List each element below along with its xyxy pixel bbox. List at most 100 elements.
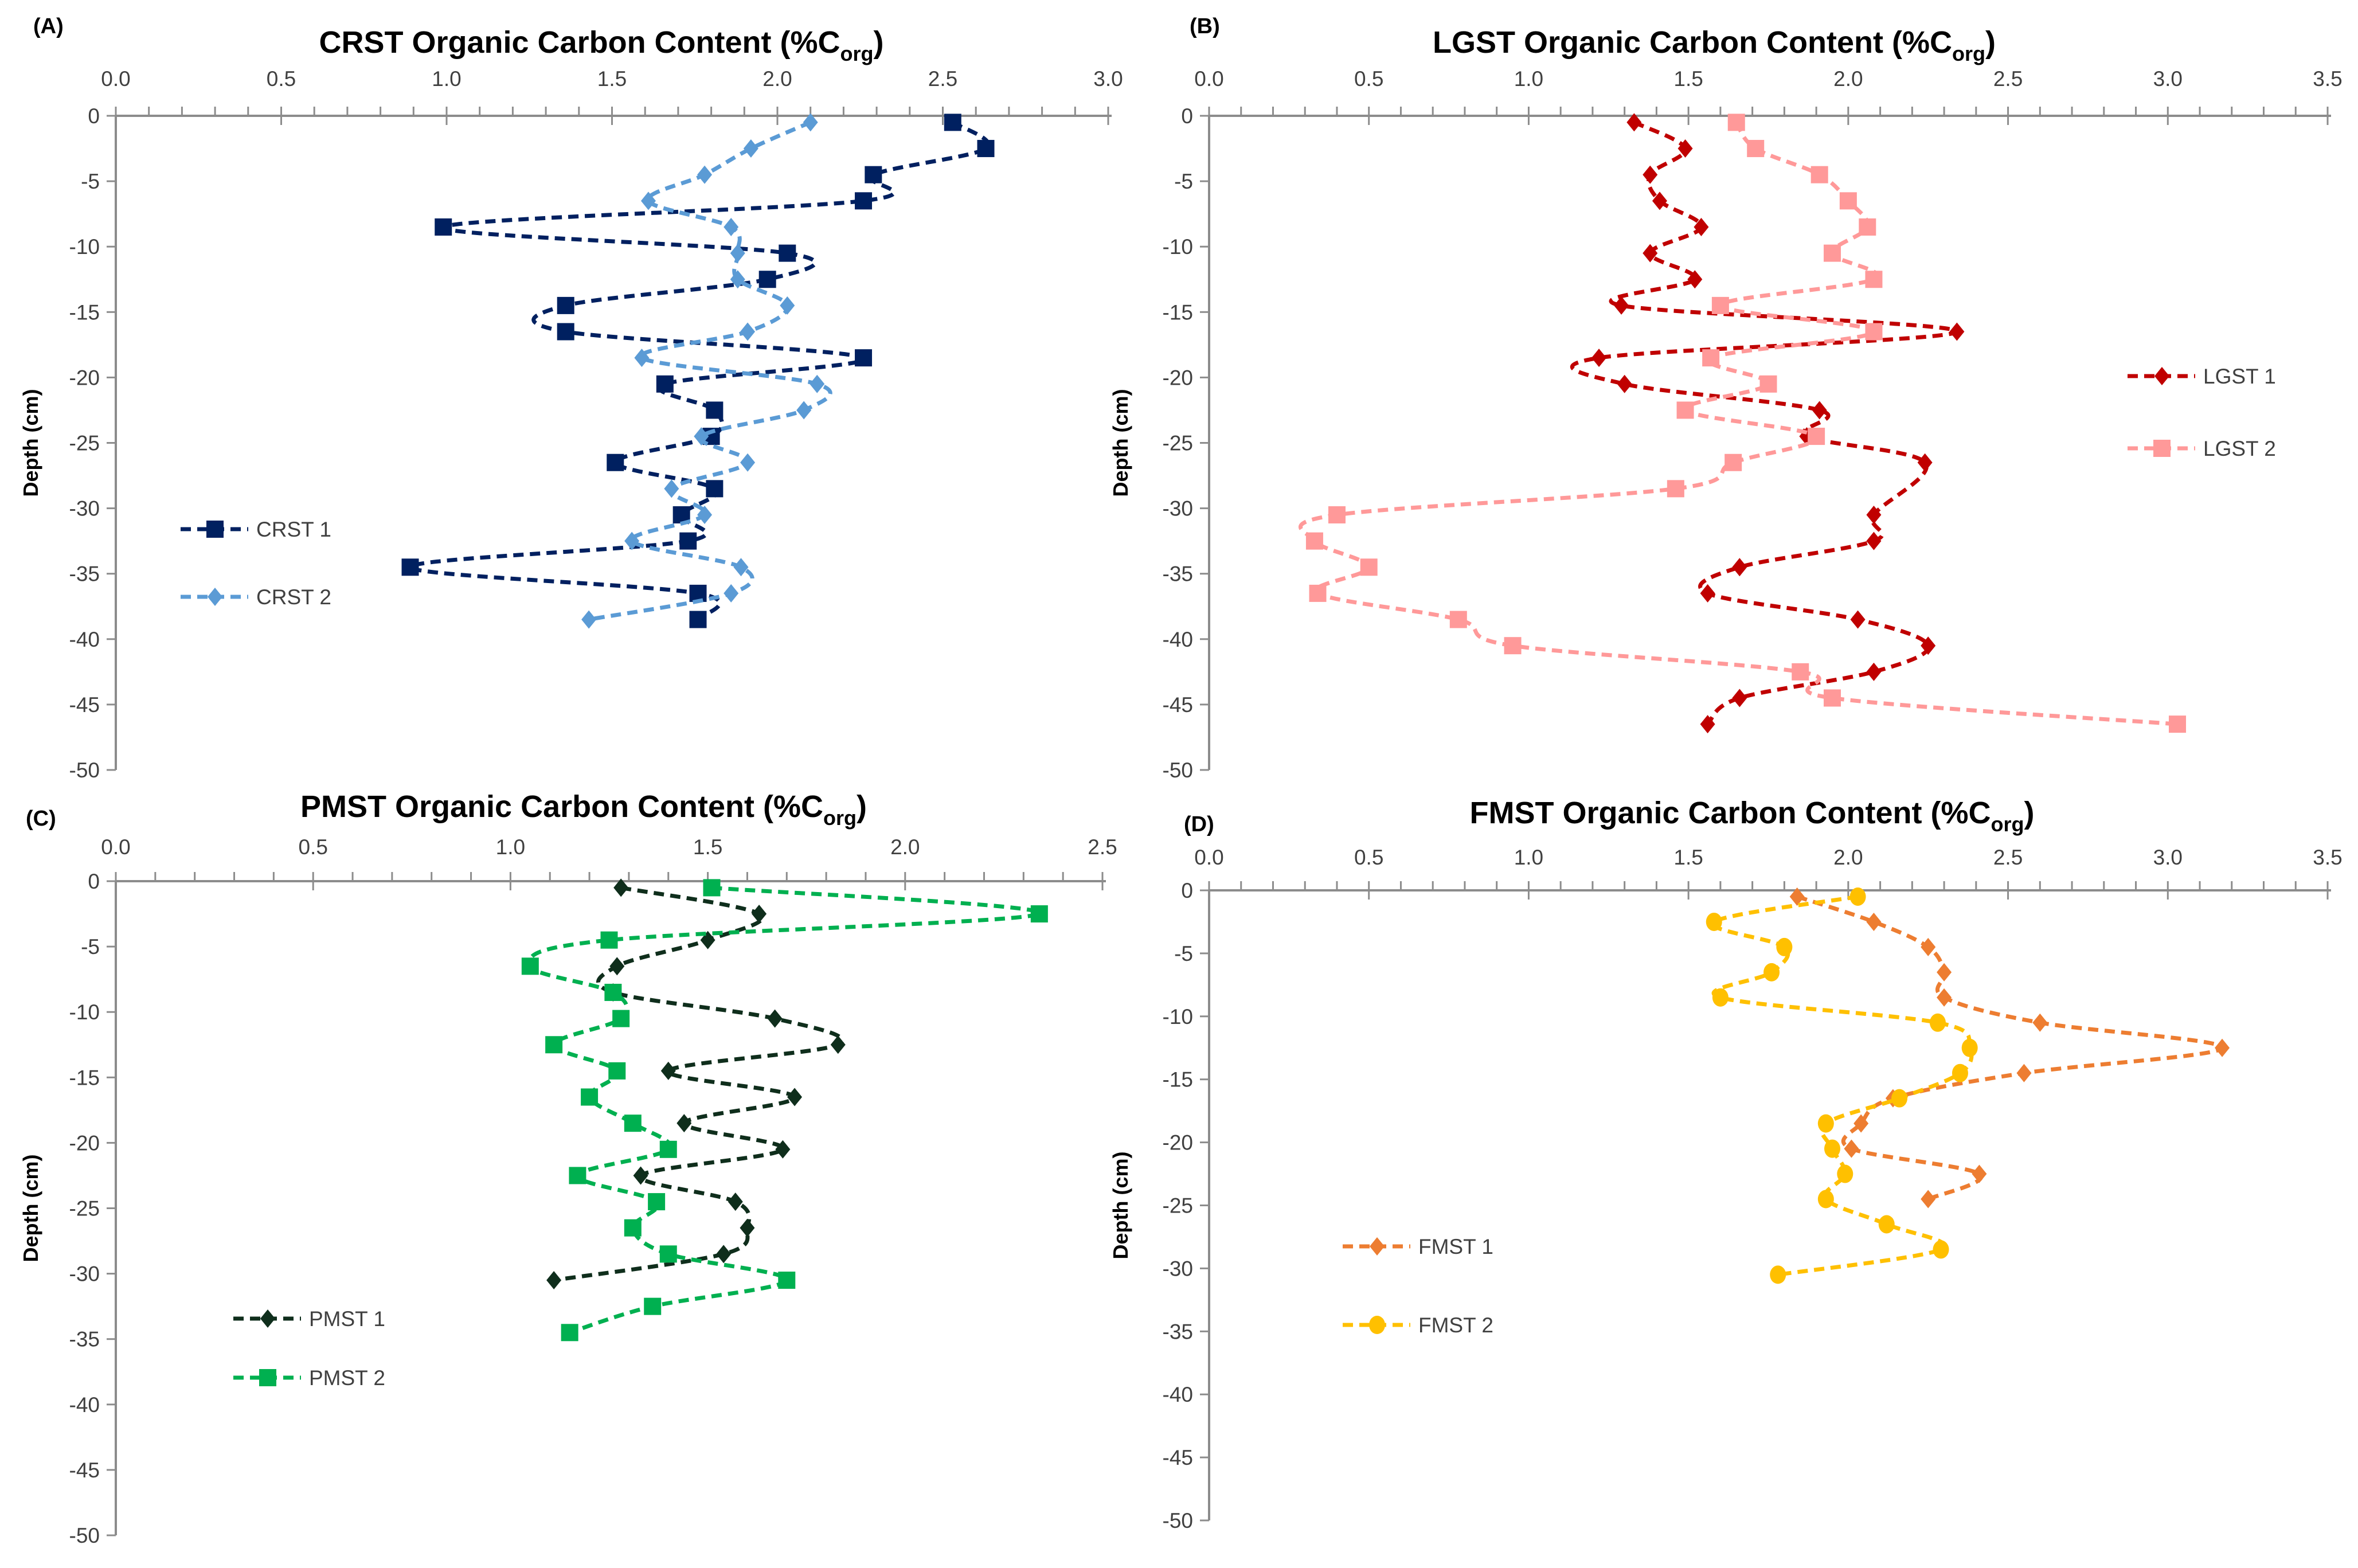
data-point [1711,296,1729,314]
data-point [1763,963,1780,982]
data-point [810,374,825,393]
data-point [1626,113,1642,132]
x-tick-label: 0.0 [1194,67,1223,91]
legend-entry: PMST 2 [233,1366,385,1390]
x-tick-label: 0.5 [1354,67,1383,91]
series-line [1796,894,2224,1201]
data-point [1849,887,1866,906]
data-point [1972,1164,1987,1183]
y-tick-label: -10 [1163,235,1193,259]
data-point [1844,1139,1859,1158]
x-tick-label: 0.5 [298,835,327,859]
data-point [581,1088,599,1106]
y-tick-label: -15 [1163,300,1193,324]
legend-label: LGST 2 [2203,437,2276,460]
data-point [1823,689,1841,707]
y-tick-label: -30 [69,1262,100,1286]
data-point [1878,1215,1895,1234]
data-point [1891,1089,1908,1108]
data-point [1921,937,1936,956]
chart-title-text: FMST Organic Carbon Content (%C [1470,796,1991,830]
chart-panel-a: (A) CRST Organic Carbon Content (%Corg) 0.… [19,14,1123,782]
legend-entry: PMST 1 [233,1307,385,1331]
data-point [679,532,697,550]
data-point [830,1035,846,1054]
x-tick-label: 3.0 [2153,67,2183,91]
y-tick-label: -15 [69,1066,100,1089]
y-tick-label: -40 [69,1393,100,1417]
data-point [1732,558,1747,577]
data-point [1866,506,1882,525]
legend-label: PMST 1 [309,1307,385,1331]
data-point [689,611,707,628]
data-point [1823,244,1841,262]
x-tick-label: 0.0 [101,835,130,859]
legend-entry: CRST 1 [181,518,331,541]
y-tick-label: -20 [1163,366,1193,389]
x-tick-label: 0.0 [1194,846,1223,869]
data-point [1643,244,1658,263]
data-point [401,558,419,576]
data-point [664,479,679,498]
data-point [1859,218,1876,236]
data-point [1643,165,1658,184]
y-tick-label: -40 [1163,1383,1193,1406]
y-tick-label: -30 [1163,1257,1193,1280]
legend-label: FMST 2 [1418,1313,1493,1337]
data-point [1770,1265,1786,1284]
data-point [624,1219,642,1237]
y-tick-label: -35 [69,562,100,586]
legend-entry: LGST 2 [2128,437,2276,460]
data-point [697,506,713,525]
data-point [977,140,995,158]
data-point [767,1009,783,1028]
data-point [1687,270,1703,289]
y-tick-label: -50 [69,1524,100,1547]
chart-title: LGST Organic Carbon Content (%Corg) [1433,25,1996,65]
x-tick-label: 0.0 [101,67,130,91]
legend-marker [259,1369,276,1386]
data-point [521,957,539,975]
data-point [1652,191,1667,210]
chart-panel-d: (D) FMST Organic Carbon Content (%Corg) 0.… [1109,796,2343,1532]
y-tick-label: -35 [1163,562,1193,586]
x-tick-label: 2.5 [1993,846,2023,869]
data-point [733,558,749,577]
x-tick-label: 2.0 [1833,67,1863,91]
chart-panel-c: (C) PMST Organic Carbon Content (%Corg) 0.… [19,789,1117,1547]
panel-label: (C) [26,807,56,831]
y-tick-label: -40 [1163,628,1193,651]
data-point [1712,988,1729,1007]
data-point [1837,1164,1853,1183]
data-point [624,1115,642,1132]
y-tick-label: -30 [1163,497,1193,521]
legend-entry: FMST 2 [1343,1313,1493,1337]
data-point [613,878,629,897]
data-point [660,1061,676,1080]
y-tick-label: -50 [1163,1509,1193,1532]
data-point [1792,663,1809,681]
x-tick-label: 2.5 [928,67,957,91]
data-point [1866,912,1882,931]
y-tick-label: -45 [69,1458,100,1482]
y-tick-label: -40 [69,628,100,651]
legend-marker [208,588,222,606]
chart-title: FMST Organic Carbon Content (%Corg) [1470,796,2035,836]
data-point [609,957,625,976]
data-point [724,584,739,603]
data-point [1929,1013,1946,1032]
data-point [1921,636,1936,655]
chart-title-text: LGST Organic Carbon Content (%C [1433,25,1952,60]
data-point [689,584,707,602]
y-tick-label: -20 [69,366,100,389]
data-point [1866,662,1882,681]
data-point [1921,1190,1936,1209]
data-point [1952,1063,1968,1082]
data-point [1449,611,1467,628]
data-point [728,1192,743,1211]
y-tick-label: -10 [69,1000,100,1024]
data-point [612,1010,630,1027]
chart-title-text: CRST Organic Carbon Content (%C [319,25,840,60]
data-point [1677,139,1693,158]
data-point [648,1193,666,1211]
